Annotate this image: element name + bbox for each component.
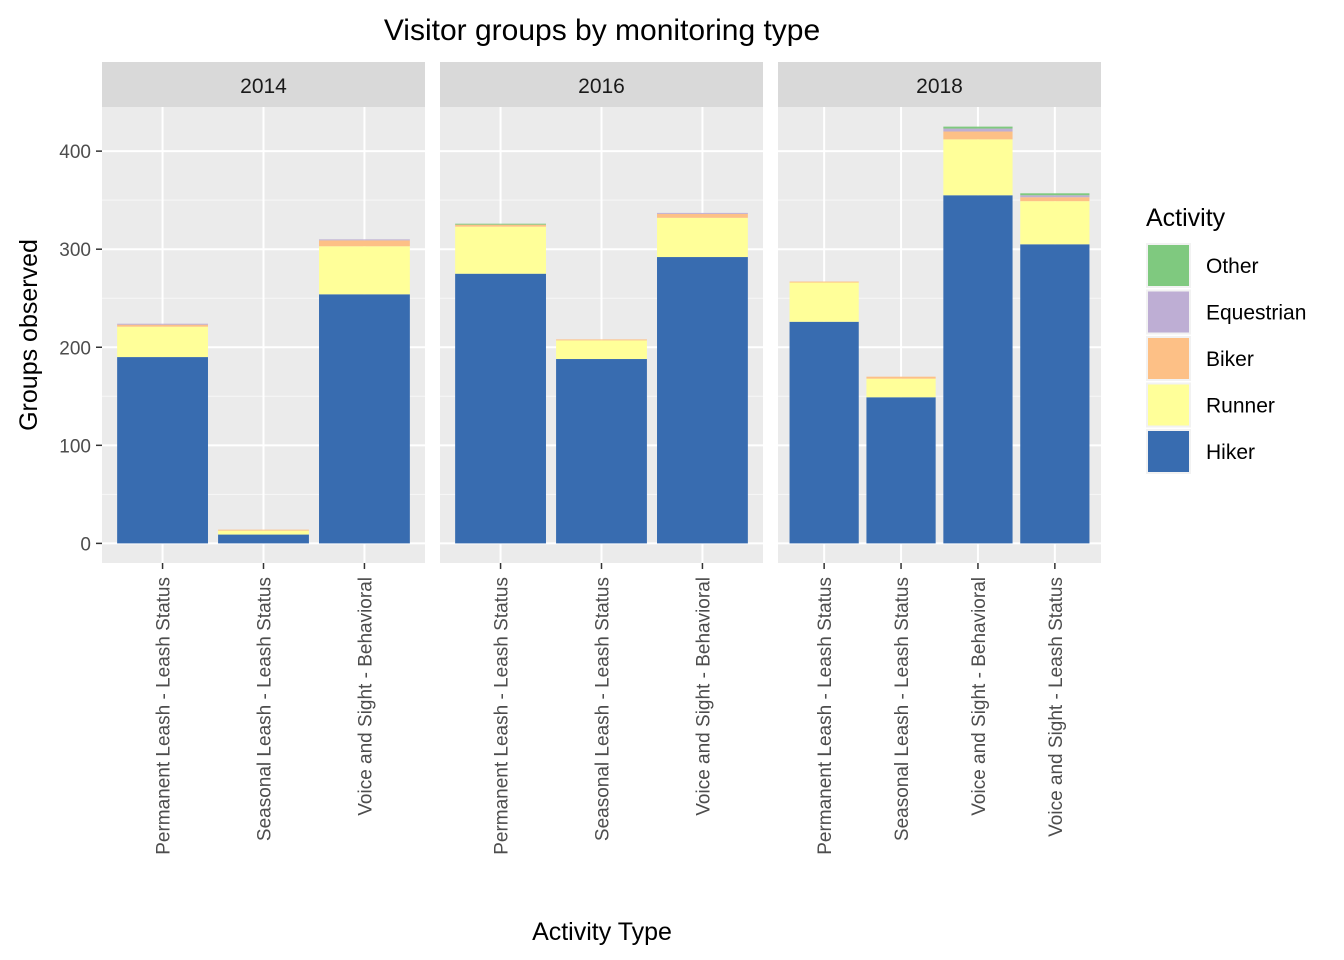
x-tick-label: Permanent Leash - Leash Status <box>154 577 175 855</box>
legend-label: Hiker <box>1206 441 1255 464</box>
y-tick-label: 100 <box>59 436 91 457</box>
bar-segment-hiker <box>657 257 748 544</box>
y-axis-title: Groups observed <box>15 239 43 431</box>
x-axis-title: Activity Type <box>532 918 672 946</box>
legend-label: Biker <box>1206 348 1254 371</box>
bar-segment-biker <box>117 324 208 327</box>
chart-title: Visitor groups by monitoring type <box>384 14 820 47</box>
bar-segment-equestrian <box>943 128 1013 132</box>
legend: Activity Other Equestrian Biker Runner Hiker <box>1146 204 1306 474</box>
bar-segment-hiker <box>218 534 309 544</box>
x-tick-label: Voice and Sight - Behavioral <box>969 577 990 816</box>
bar-segment-biker <box>319 240 410 247</box>
bar-segment-hiker <box>117 357 208 544</box>
bar-segment-runner <box>943 139 1013 196</box>
x-tick-label: Voice and Sight - Leash Status <box>1046 577 1067 837</box>
bar-segment-biker <box>455 224 546 227</box>
legend-label: Other <box>1206 255 1259 278</box>
y-tick-label: 200 <box>59 338 91 359</box>
legend-swatch-hiker <box>1148 431 1189 472</box>
x-tick-label: Permanent Leash - Leash Status <box>492 577 513 855</box>
y-tick-label: 0 <box>80 534 91 555</box>
bar-segment-equestrian <box>117 323 208 325</box>
x-tick-label: Voice and Sight - Behavioral <box>355 577 376 816</box>
y-tick-label: 400 <box>59 142 91 163</box>
x-tick-label: Seasonal Leash - Leash Status <box>255 577 276 841</box>
bar-segment-runner <box>657 217 748 258</box>
x-tick-label: Seasonal Leash - Leash Status <box>593 577 614 841</box>
legend-label: Runner <box>1206 395 1275 418</box>
facet-strip <box>778 62 1101 107</box>
bar-segment-runner <box>455 226 546 274</box>
bar-segment-biker <box>657 213 748 218</box>
legend-label: Equestrian <box>1206 302 1306 325</box>
bar-segment-equestrian <box>319 239 410 241</box>
bar-segment-hiker <box>866 397 936 544</box>
plot-area: 2014 Permanent Leash - Leash Status Season… <box>59 62 1101 855</box>
bar-segment-runner <box>218 530 309 535</box>
facet-strip <box>102 62 425 107</box>
bar-segment-biker <box>789 281 859 283</box>
bar-segment-other <box>943 126 1013 129</box>
facet-strip-label: 2018 <box>916 75 963 98</box>
x-tick-label: Voice and Sight - Behavioral <box>693 577 714 816</box>
bar-segment-hiker <box>319 294 410 544</box>
bar-segment-other <box>1020 193 1090 196</box>
bar-segment-hiker <box>1020 244 1090 544</box>
bar-segment-runner <box>556 340 647 360</box>
bar-segment-other <box>455 223 546 225</box>
bar-segment-biker <box>943 131 1013 140</box>
bar-segment-runner <box>319 246 410 295</box>
legend-swatch-other <box>1148 245 1189 286</box>
bar-segment-runner <box>866 378 936 398</box>
bar-segment-hiker <box>943 195 1013 544</box>
x-tick-label: Permanent Leash - Leash Status <box>815 577 836 855</box>
bar-segment-biker <box>556 339 647 341</box>
facet-strip <box>440 62 763 107</box>
legend-swatch-equestrian <box>1148 291 1189 333</box>
bar-segment-hiker <box>789 321 859 544</box>
facet-strip-label: 2016 <box>578 75 625 98</box>
bar-segment-runner <box>789 282 859 322</box>
bar-segment-runner <box>1020 201 1090 245</box>
bar-segment-runner <box>117 326 208 358</box>
bar-segment-equestrian <box>1020 195 1090 198</box>
legend-swatch-biker <box>1148 338 1189 379</box>
legend-title: Activity <box>1146 204 1226 232</box>
y-tick-label: 300 <box>59 240 91 261</box>
bar-segment-hiker <box>455 273 546 544</box>
bar-segment-equestrian <box>657 212 748 214</box>
bar-segment-biker <box>218 529 309 531</box>
bar-segment-biker <box>1020 197 1090 202</box>
facet-strip-label: 2014 <box>240 75 287 98</box>
bar-segment-hiker <box>556 359 647 544</box>
bar-segment-biker <box>866 376 936 379</box>
legend-swatch-runner <box>1148 384 1189 426</box>
x-tick-label: Seasonal Leash - Leash Status <box>892 577 913 841</box>
